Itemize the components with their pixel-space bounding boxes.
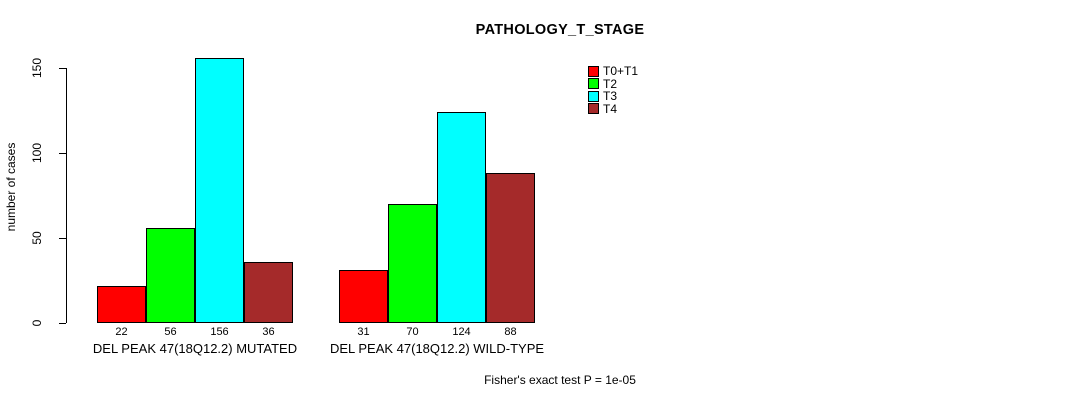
y-tick-label: 100 [30,142,44,164]
bar-t3 [437,112,486,323]
bar-value-label: 31 [357,326,370,338]
y-tick-label: 150 [30,57,44,79]
footnote-fisher-test: Fisher's exact test P = 1e-05 [484,373,636,387]
legend-label: T3 [603,89,618,104]
legend-swatch-icon [588,103,599,115]
bar-value-label: 70 [406,326,419,338]
bar-value-label: 124 [452,326,471,338]
y-tick-label: 50 [30,231,44,245]
bar-value-label: 156 [210,326,229,338]
bar-t2 [388,204,437,323]
bar-value-label: 56 [164,326,177,338]
legend-label: T2 [603,76,618,91]
legend-item: T0+T1 [588,64,639,79]
y-tick-label: 0 [30,319,44,327]
chart-title: PATHOLOGY_T_STAGE [475,22,645,38]
bar-value-label: 22 [115,326,128,338]
bar-t2 [146,227,195,323]
bar-t0-t1 [339,270,388,323]
legend-item: T3 [588,89,638,104]
y-tick-mark [59,153,66,154]
x-group-label-wild-type: DEL PEAK 47(18Q12.2) WILD-TYPE [329,341,545,356]
y-axis-line [66,68,67,323]
legend-item: T4 [588,101,638,116]
legend-label: T4 [603,101,618,116]
bar-t4 [244,261,293,323]
y-axis-title: number of cases [4,142,18,232]
y-tick-mark [59,68,66,69]
y-tick-mark [59,323,66,324]
bar-value-label: 88 [504,326,517,338]
legend-swatch-icon [588,90,599,102]
legend-swatch-icon [588,65,599,77]
legend: T0+T1 T2 T3 T4 [588,64,639,116]
x-group-label-mutated: DEL PEAK 47(18Q12.2) MUTATED [92,341,298,356]
y-tick-mark [59,238,66,239]
bar-value-label: 36 [262,326,275,338]
bar-t0-t1 [97,285,146,323]
legend-label: T0+T1 [603,64,639,79]
legend-swatch-icon [588,78,599,90]
bar-t3 [195,57,244,323]
legend-item: T2 [588,76,638,91]
bar-t4 [486,173,535,323]
